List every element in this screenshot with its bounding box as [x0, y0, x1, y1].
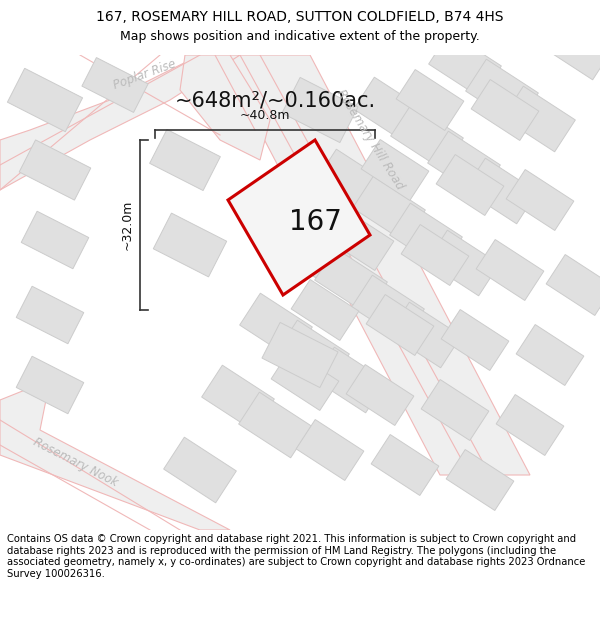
Polygon shape	[446, 449, 514, 511]
Polygon shape	[421, 379, 489, 441]
Text: Contains OS data © Crown copyright and database right 2021. This information is : Contains OS data © Crown copyright and d…	[7, 534, 586, 579]
Text: ~40.8m: ~40.8m	[240, 109, 290, 122]
Polygon shape	[314, 347, 386, 413]
Text: Rosemary Hill Road: Rosemary Hill Road	[334, 88, 406, 192]
Polygon shape	[506, 169, 574, 231]
Polygon shape	[326, 209, 394, 271]
Polygon shape	[503, 86, 575, 152]
Polygon shape	[476, 239, 544, 301]
Text: 167: 167	[289, 208, 341, 236]
Polygon shape	[153, 213, 227, 277]
Polygon shape	[19, 140, 91, 200]
Polygon shape	[389, 302, 461, 368]
Polygon shape	[371, 434, 439, 496]
Polygon shape	[296, 419, 364, 481]
Polygon shape	[21, 211, 89, 269]
Polygon shape	[228, 140, 370, 295]
Polygon shape	[346, 364, 414, 426]
Polygon shape	[220, 55, 530, 475]
Polygon shape	[239, 392, 311, 458]
Polygon shape	[516, 324, 584, 386]
Polygon shape	[7, 68, 83, 132]
Text: ~648m²/~0.160ac.: ~648m²/~0.160ac.	[175, 90, 376, 110]
Polygon shape	[239, 293, 313, 359]
Polygon shape	[541, 14, 600, 80]
Polygon shape	[353, 176, 425, 242]
Polygon shape	[149, 129, 220, 191]
Polygon shape	[361, 139, 429, 201]
Polygon shape	[180, 55, 270, 160]
Polygon shape	[546, 254, 600, 316]
Polygon shape	[352, 275, 424, 341]
Polygon shape	[291, 279, 359, 341]
Polygon shape	[316, 149, 388, 215]
Polygon shape	[202, 365, 274, 431]
Polygon shape	[396, 69, 464, 131]
Text: Poplar Rise: Poplar Rise	[112, 58, 178, 92]
Polygon shape	[389, 203, 463, 269]
Polygon shape	[366, 294, 434, 356]
Polygon shape	[496, 394, 564, 456]
Polygon shape	[271, 349, 339, 411]
Polygon shape	[441, 309, 509, 371]
Polygon shape	[0, 55, 240, 190]
Polygon shape	[427, 230, 499, 296]
Polygon shape	[471, 79, 539, 141]
Polygon shape	[353, 77, 427, 143]
Text: ~32.0m: ~32.0m	[121, 200, 134, 250]
Polygon shape	[314, 248, 388, 314]
Text: Rosemary Nook: Rosemary Nook	[31, 435, 119, 489]
Polygon shape	[436, 154, 504, 216]
Polygon shape	[282, 78, 358, 142]
Polygon shape	[164, 437, 236, 503]
Text: Map shows position and indicative extent of the property.: Map shows position and indicative extent…	[120, 30, 480, 43]
Polygon shape	[277, 320, 349, 386]
Polygon shape	[466, 59, 538, 125]
Polygon shape	[464, 158, 538, 224]
Text: 167, ROSEMARY HILL ROAD, SUTTON COLDFIELD, B74 4HS: 167, ROSEMARY HILL ROAD, SUTTON COLDFIEL…	[96, 10, 504, 24]
Polygon shape	[391, 104, 463, 170]
Polygon shape	[262, 322, 338, 388]
Polygon shape	[401, 224, 469, 286]
Polygon shape	[278, 221, 350, 287]
Polygon shape	[0, 380, 230, 530]
Polygon shape	[428, 131, 500, 197]
Polygon shape	[82, 58, 148, 112]
Polygon shape	[16, 286, 84, 344]
Polygon shape	[16, 356, 84, 414]
Polygon shape	[428, 32, 502, 98]
